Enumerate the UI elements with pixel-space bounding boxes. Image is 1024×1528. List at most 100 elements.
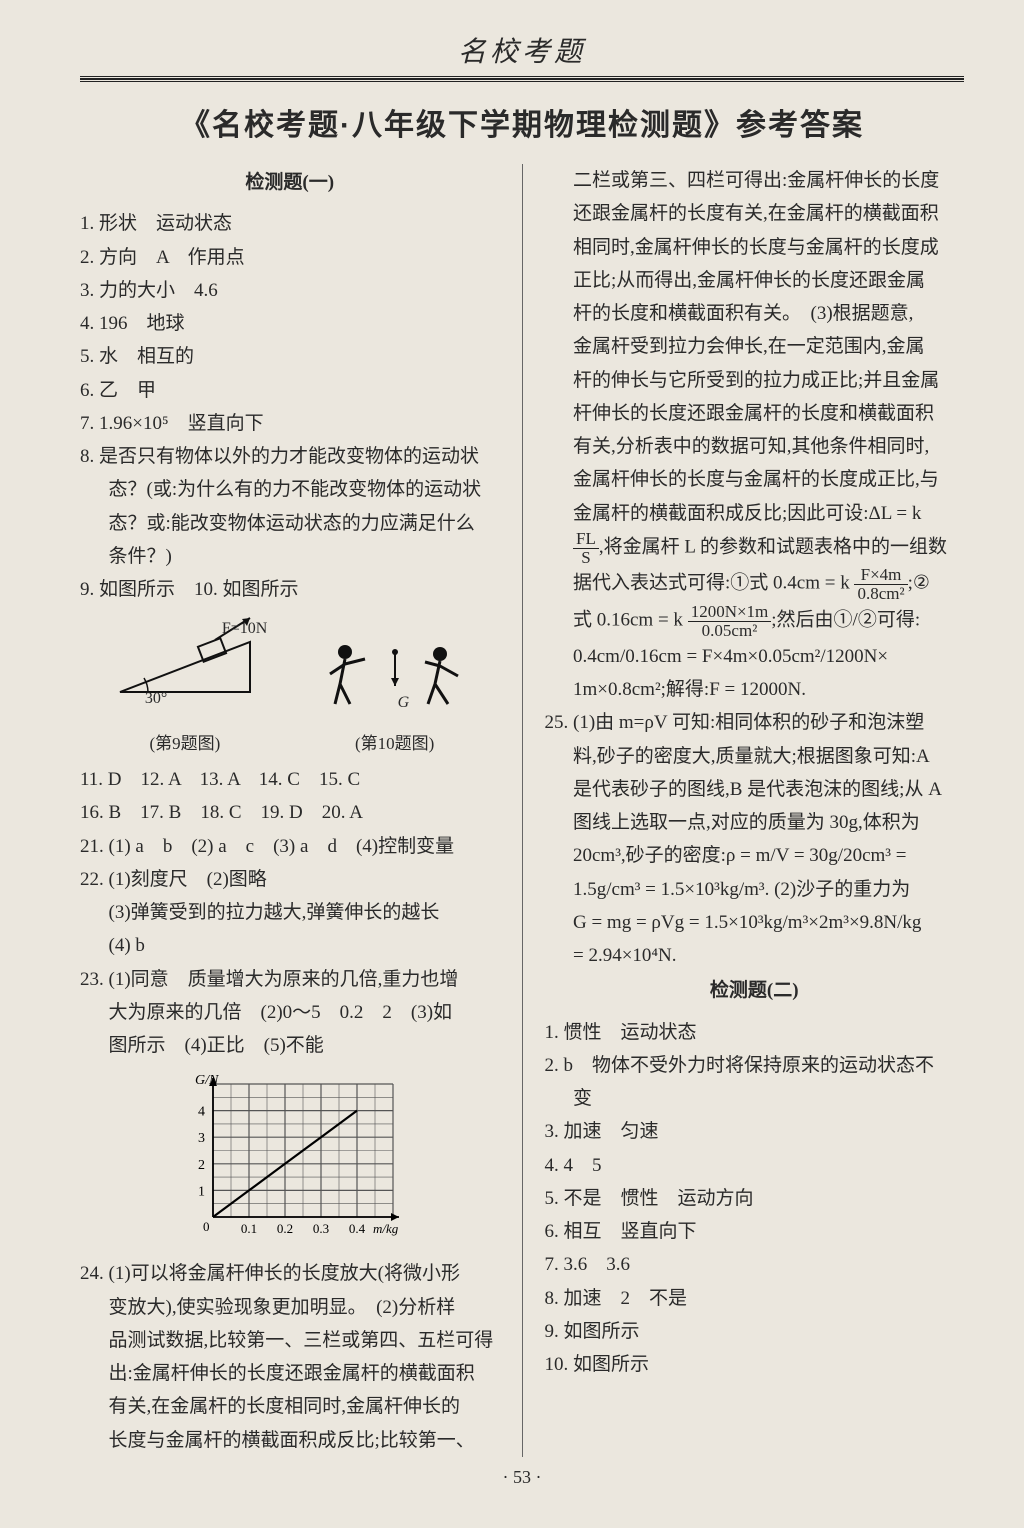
svg-text:3: 3 <box>198 1131 205 1146</box>
running-head: 名校考题 <box>80 30 964 70</box>
right-column: 二栏或第三、四栏可得出:金属杆伸长的长度 还跟金属杆的长度有关,在金属杆的横截面… <box>522 164 965 1457</box>
answer-line: 有关,分析表中的数据可知,其他条件相同时, <box>545 430 965 463</box>
angle-label: 30° <box>145 685 315 713</box>
svg-text:0.1: 0.1 <box>241 1221 257 1236</box>
text: 据代入表达式可得:①式 0.4cm = k <box>573 573 854 594</box>
answer-line: 变放大),使实验现象更加明显。 (2)分析样 <box>80 1291 500 1324</box>
test1-heading: 检测题(一) <box>80 166 500 199</box>
denominator: 0.05cm² <box>688 622 772 640</box>
svg-text:G/N: G/N <box>195 1073 219 1088</box>
answer-line: 金属杆受到拉力会伸长,在一定范围内,金属 <box>545 330 965 363</box>
svg-text:0.3: 0.3 <box>313 1221 329 1236</box>
numerator: FL <box>573 530 599 549</box>
test2-heading: 检测题(二) <box>545 974 965 1007</box>
answer-line: 态？或:能改变物体运动状态的力应满足什么 <box>80 507 500 540</box>
answer-line: 相同时,金属杆伸长的长度与金属杆的长度成 <box>545 231 965 264</box>
answer-line: 6. 乙 甲 <box>80 374 500 407</box>
answer-line: 金属杆的横截面积成反比;因此可设:ΔL = k <box>545 497 965 530</box>
svg-text:0.2: 0.2 <box>277 1221 293 1236</box>
answer-line: 1. 形状 运动状态 <box>80 207 500 240</box>
answer-line: 出:金属杆伸长的长度还跟金属杆的横截面积 <box>80 1357 500 1390</box>
answer-line: 料,砂子的密度大,质量就大;根据图象可知:A <box>545 740 965 773</box>
fraction: F×4m 0.8cm² <box>854 566 907 603</box>
svg-text:2: 2 <box>198 1158 205 1173</box>
answer-line: 4. 196 地球 <box>80 307 500 340</box>
answer-line: 品测试数据,比较第一、三栏或第四、五栏可得 <box>80 1324 500 1357</box>
line-chart: 1 2 3 4 0.1 0.2 0.3 0.4 G/N m/kg 0 <box>80 1070 500 1245</box>
left-column: 检测题(一) 1. 形状 运动状态 2. 方向 A 作用点 3. 力的大小 4.… <box>80 164 522 1457</box>
answer-line: 16. B 17. B 18. C 19. D 20. A <box>80 796 500 829</box>
figure-10: G (第10题图) <box>310 624 480 759</box>
svg-text:1: 1 <box>198 1185 205 1200</box>
numerator: 1200N×1m <box>688 603 772 622</box>
answer-line: = 2.94×10⁴N. <box>545 939 965 972</box>
answer-line: 21. (1) a b (2) a c (3) a d (4)控制变量 <box>80 830 500 863</box>
figure-caption: (第9题图) <box>100 729 270 759</box>
chart-svg: 1 2 3 4 0.1 0.2 0.3 0.4 G/N m/kg 0 <box>175 1070 405 1245</box>
answer-line: (4) b <box>80 929 500 962</box>
two-columns: 检测题(一) 1. 形状 运动状态 2. 方向 A 作用点 3. 力的大小 4.… <box>80 164 964 1457</box>
text: 式 0.16cm = k <box>573 610 688 631</box>
answer-line: 8. 加速 2 不是 <box>545 1282 965 1315</box>
answer-line: 金属杆伸长的长度与金属杆的长度成正比,与 <box>545 463 965 496</box>
answer-line: 条件？) <box>80 540 500 573</box>
answer-line: 7. 1.96×10⁵ 竖直向下 <box>80 407 500 440</box>
svg-text:4: 4 <box>198 1105 205 1120</box>
answer-line: 式 0.16cm = k 1200N×1m 0.05cm² ;然后由①/②可得: <box>545 603 965 640</box>
answer-line: 1.5g/cm³ = 1.5×10³kg/m³. (2)沙子的重力为 <box>545 873 965 906</box>
figure-caption: (第10题图) <box>310 729 480 759</box>
answer-line: 长度与金属杆的横截面积成反比;比较第一、 <box>80 1424 500 1457</box>
answer-line: (3)弹簧受到的拉力越大,弹簧伸长的越长 <box>80 896 500 929</box>
answer-line: 正比;从而得出,金属杆伸长的长度还跟金属 <box>545 264 965 297</box>
answer-line: 有关,在金属杆的长度相同时,金属杆伸长的 <box>80 1390 500 1423</box>
svg-text:m/kg: m/kg <box>373 1221 399 1236</box>
denominator: 0.8cm² <box>854 585 907 603</box>
page: 名校考题 《名校考题·八年级下学期物理检测题》参考答案 检测题(一) 1. 形状… <box>0 0 1024 1528</box>
answer-line: 23. (1)同意 质量增大为原来的几倍,重力也增 <box>80 963 500 996</box>
answer-line: 10. 如图所示 <box>545 1348 965 1381</box>
answer-line: 8. 是否只有物体以外的力才能改变物体的运动状 <box>80 440 500 473</box>
text: ,将金属杆 L 的参数和试题表格中的一组数 <box>599 536 947 557</box>
answer-line: 9. 如图所示 10. 如图所示 <box>80 573 500 606</box>
answer-line: 7. 3.6 3.6 <box>545 1248 965 1281</box>
answer-line: 2. b 物体不受外力时将保持原来的运动状态不 <box>545 1049 965 1082</box>
answer-line: 还跟金属杆的长度有关,在金属杆的横截面积 <box>545 197 965 230</box>
svg-text:0: 0 <box>203 1219 210 1234</box>
rule <box>80 76 964 82</box>
page-title: 《名校考题·八年级下学期物理检测题》参考答案 <box>80 100 964 144</box>
answer-line: G = mg = ρVg = 1.5×10³kg/m³×2m³×9.8N/kg <box>545 906 965 939</box>
svg-text:0.4: 0.4 <box>349 1221 366 1236</box>
text: ;然后由①/②可得: <box>771 610 920 631</box>
answer-line: 1m×0.8cm²;解得:F = 12000N. <box>545 673 965 706</box>
fraction: FL S <box>573 530 599 567</box>
numerator: F×4m <box>854 566 907 585</box>
denominator: S <box>573 549 599 567</box>
answer-line: 5. 水 相互的 <box>80 340 500 373</box>
answer-line: 据代入表达式可得:①式 0.4cm = k F×4m 0.8cm² ;② <box>545 566 965 603</box>
answer-line: 5. 不是 惯性 运动方向 <box>545 1182 965 1215</box>
answer-line: 20cm³,砂子的密度:ρ = m/V = 30g/20cm³ = <box>545 839 965 872</box>
answer-line: 1. 惯性 运动状态 <box>545 1016 965 1049</box>
force-label: F=10N <box>222 615 392 643</box>
answer-line: 杆伸长的长度还跟金属杆的长度和横截面积 <box>545 397 965 430</box>
answer-line: FL S ,将金属杆 L 的参数和试题表格中的一组数 <box>545 530 965 567</box>
figure-row: F=10N 30° (第9题图) G <box>80 612 500 759</box>
answer-line: 6. 相互 竖直向下 <box>545 1215 965 1248</box>
figure-9: F=10N 30° (第9题图) <box>100 612 270 759</box>
answer-line: 是代表砂子的图线,B 是代表泡沫的图线;从 A <box>545 773 965 806</box>
answer-line: 0.4cm/0.16cm = F×4m×0.05cm²/1200N× <box>545 640 965 673</box>
answer-line: 杆的伸长与它所受到的拉力成正比;并且金属 <box>545 364 965 397</box>
answer-line: 态？(或:为什么有的力不能改变物体的运动状 <box>80 473 500 506</box>
answer-line: 大为原来的几倍 (2)0～5 0.2 2 (3)如 <box>80 996 500 1029</box>
answer-line: 25. (1)由 m=ρV 可知:相同体积的砂子和泡沫塑 <box>545 706 965 739</box>
answer-line: 11. D 12. A 13. A 14. C 15. C <box>80 763 500 796</box>
answer-line: 图线上选取一点,对应的质量为 30g,体积为 <box>545 806 965 839</box>
answer-line: 图所示 (4)正比 (5)不能 <box>80 1029 500 1062</box>
text: ;② <box>908 573 930 594</box>
answer-line: 2. 方向 A 作用点 <box>80 241 500 274</box>
answer-line: 22. (1)刻度尺 (2)图略 <box>80 863 500 896</box>
answer-line: 4. 4 5 <box>545 1149 965 1182</box>
answer-line: 3. 力的大小 4.6 <box>80 274 500 307</box>
answer-line: 杆的长度和横截面积有关。 (3)根据题意, <box>545 297 965 330</box>
answer-line: 变 <box>545 1082 965 1115</box>
